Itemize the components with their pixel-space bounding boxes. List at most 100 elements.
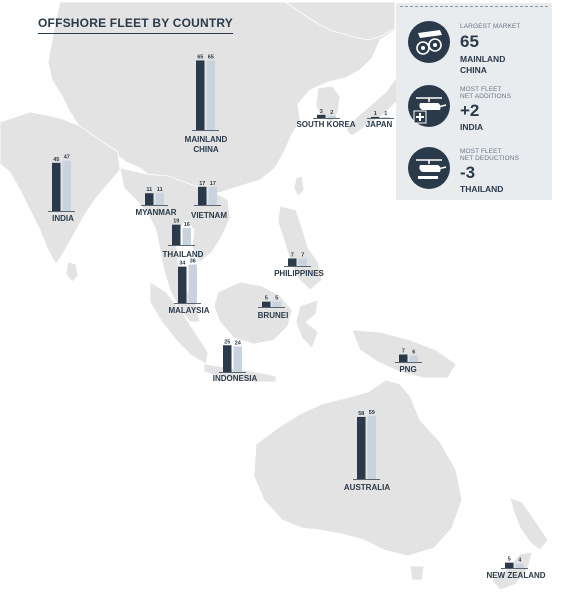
bar <box>188 264 197 303</box>
chart-title: OFFSHORE FLEET BY COUNTRY <box>38 16 234 34</box>
bar <box>182 227 191 245</box>
stat-caption-line2: NET ADDITIONS <box>460 93 512 100</box>
country-label: SOUTH KOREA <box>296 120 355 129</box>
bar-group: 45 47 INDIA <box>48 155 75 223</box>
bar-value-label: 7 <box>301 253 304 259</box>
bar <box>409 355 418 362</box>
stat-label: INDIA <box>460 122 484 132</box>
country-label: MAINLAND <box>185 135 228 144</box>
bar-group: 58 59 AUSTRALIA <box>344 410 390 492</box>
bar <box>505 562 514 568</box>
landmass-borneo <box>213 281 293 345</box>
country-label: PNG <box>399 365 416 374</box>
bar <box>223 345 232 372</box>
bar <box>233 346 242 372</box>
bar-value-label: 58 <box>358 411 364 417</box>
bar-value-label: 65 <box>197 54 203 60</box>
bar-value-label: 25 <box>224 339 230 345</box>
bar-value-label: 2 <box>330 110 333 116</box>
stat-net-additions: MOST FLEET NET ADDITIONS +2 INDIA <box>404 81 552 141</box>
stat-caption: MOST FLEET <box>460 86 502 93</box>
country-label: JAPAN <box>366 120 393 129</box>
bar-value-label: 6 <box>412 350 415 356</box>
bar <box>208 186 217 205</box>
stat-value: -3 <box>460 163 476 182</box>
bar <box>288 258 297 266</box>
landmass-russia <box>283 1 396 41</box>
stat-value: 65 <box>460 32 479 51</box>
stat-caption: LARGEST MARKET <box>460 23 521 30</box>
country-label: PHILIPPINES <box>274 269 324 278</box>
bar <box>399 354 408 362</box>
bar-value-label: 1 <box>384 111 387 117</box>
country-label: INDONESIA <box>213 374 258 383</box>
country-label: BRUNEI <box>258 311 289 320</box>
stat-largest-market: LARGEST MARKET 65 MAINLAND CHINA <box>404 17 552 77</box>
landmass-taiwan <box>293 175 305 197</box>
bar <box>206 60 215 131</box>
country-label-line2: CHINA <box>193 145 219 154</box>
bar <box>196 60 205 131</box>
bar-value-label: 16 <box>184 222 190 228</box>
bar <box>262 301 271 307</box>
bar <box>298 258 307 266</box>
bar <box>381 116 390 118</box>
bar <box>357 416 366 479</box>
bar-value-label: 1 <box>374 111 377 117</box>
stat-value: +2 <box>460 101 480 120</box>
helicopter-minus-icon <box>408 147 450 189</box>
bar-group: 17 17 VIETNAM <box>191 181 227 220</box>
bar-value-label: 24 <box>235 340 242 346</box>
stat-caption-line2: NET DEDUCTIONS <box>460 155 520 162</box>
bar <box>515 563 524 568</box>
bar <box>317 114 326 118</box>
bar <box>172 224 181 245</box>
country-label: THAILAND <box>163 250 204 259</box>
landmass-srilanka <box>65 261 79 283</box>
bar <box>52 162 61 211</box>
bar-value-label: 36 <box>190 258 196 264</box>
country-label: NEW ZEALAND <box>486 571 545 580</box>
stat-label: THAILAND <box>460 184 504 194</box>
stat-caption: MOST FLEET <box>460 148 502 155</box>
bar-group: 25 24 INDONESIA <box>213 339 258 383</box>
landmass-tasmania <box>409 565 425 581</box>
bar <box>272 301 281 307</box>
bar <box>327 115 336 118</box>
bar-value-label: 3 <box>320 109 323 115</box>
landmass-china <box>47 1 396 197</box>
bar <box>198 186 207 205</box>
bar-value-label: 47 <box>64 155 70 161</box>
bar-group: 5 4 NEW ZEALAND <box>486 557 545 580</box>
bar-group: 1 1 JAPAN <box>366 111 394 129</box>
bar-group: 7 7 PHILIPPINES <box>274 253 324 278</box>
stat-label-line2: CHINA <box>460 65 487 75</box>
country-label: INDIA <box>52 214 74 223</box>
bar-group: 7 6 PNG <box>395 349 422 374</box>
landmass-newzealand-north <box>509 497 549 551</box>
stat-net-deductions: MOST FLEET NET DEDUCTIONS -3 THAILAND <box>404 143 552 203</box>
bar-value-label: 59 <box>369 410 375 416</box>
panel-dashed-rule <box>400 6 548 7</box>
bar-group: 5 5 BRUNEI <box>258 296 289 320</box>
bar-value-label: 5 <box>275 296 278 302</box>
country-label: MALAYSIA <box>168 306 209 315</box>
bar <box>145 193 154 205</box>
country-label: MYANMAR <box>135 208 176 217</box>
bar-value-label: 11 <box>146 187 152 193</box>
bar-value-label: 11 <box>157 187 163 193</box>
country-label: AUSTRALIA <box>344 483 390 492</box>
bar-group: 11 11 MYANMAR <box>135 187 176 217</box>
bar-group: 34 36 MALAYSIA <box>168 258 209 315</box>
country-label: VIETNAM <box>191 211 227 220</box>
landmass-newzealand-south <box>491 551 533 591</box>
landmass-philippines <box>277 205 323 291</box>
bar-group: 19 16 THAILAND <box>163 219 204 259</box>
landmasses <box>0 1 549 591</box>
bar-value-label: 65 <box>208 54 214 60</box>
landmass-sulawesi <box>295 299 319 349</box>
bar-value-label: 7 <box>291 253 294 259</box>
